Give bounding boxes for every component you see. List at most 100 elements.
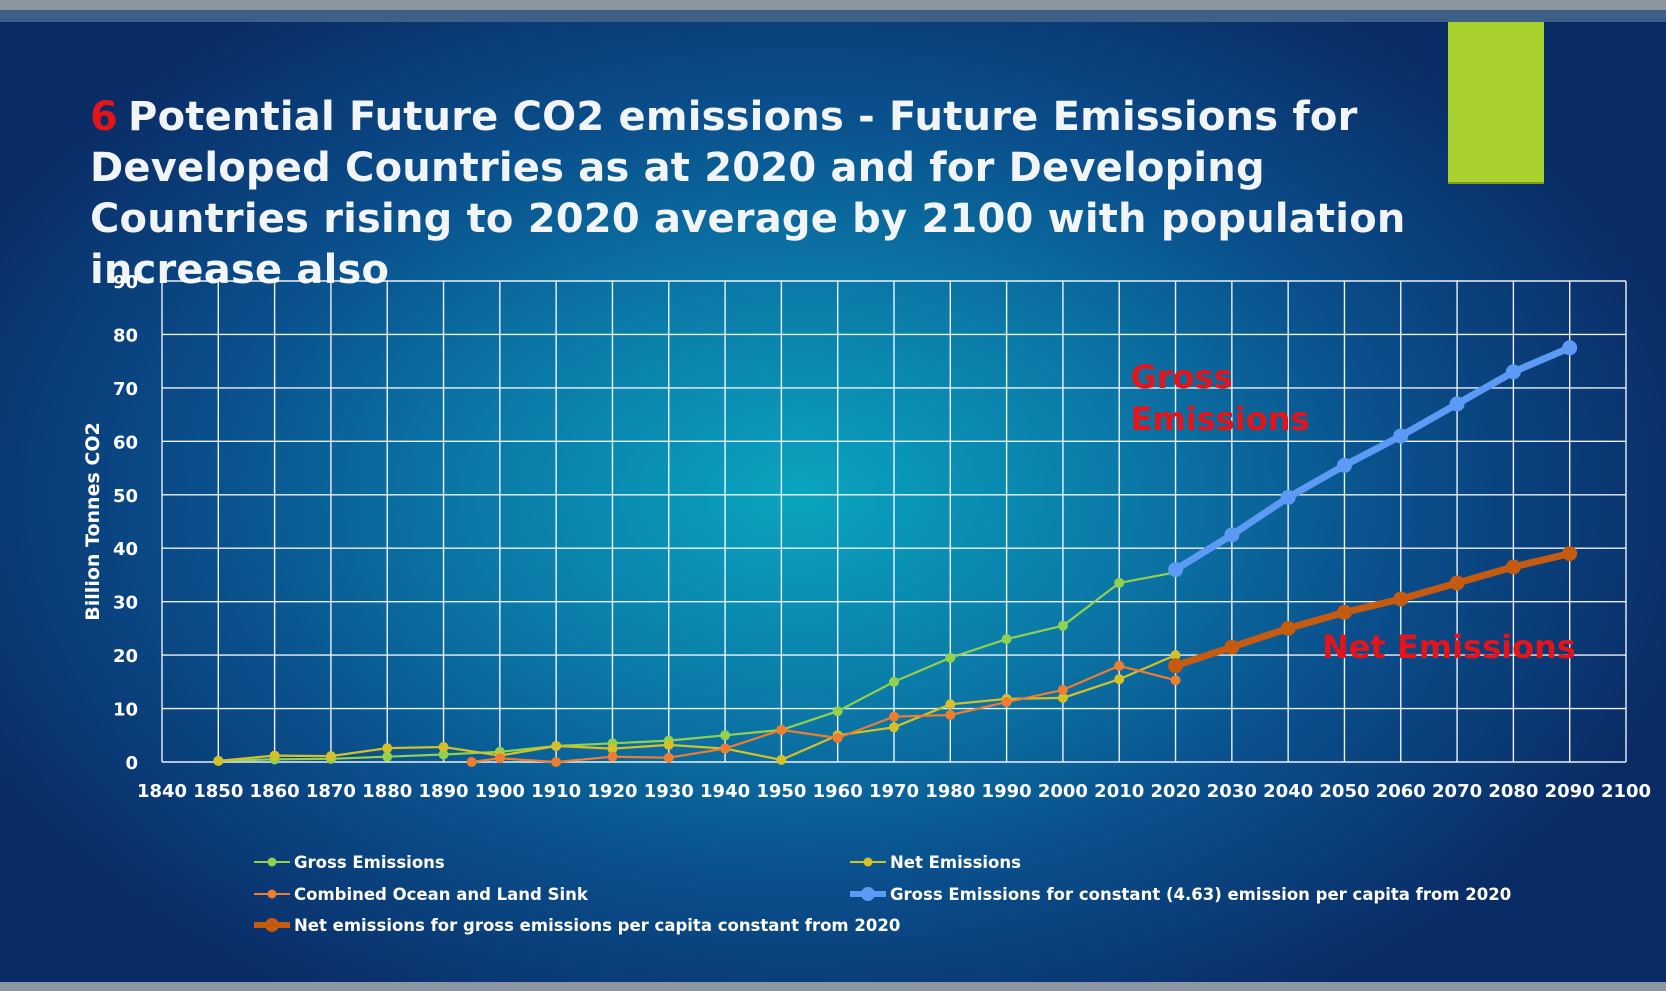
x-tick-label: 1880 (362, 781, 412, 802)
data-point (1001, 697, 1012, 708)
data-point (1057, 620, 1068, 631)
data-point (269, 750, 280, 761)
data-point (945, 652, 956, 663)
slide-title-text: Potential Future CO2 emissions - Future … (90, 94, 1406, 293)
data-point (1224, 527, 1240, 543)
data-point (438, 742, 449, 753)
data-point (1057, 684, 1068, 695)
data-point (720, 730, 731, 741)
data-point (1505, 364, 1521, 380)
x-tick-label: 1940 (700, 781, 750, 802)
data-point (1168, 658, 1184, 674)
data-point (382, 743, 393, 754)
data-point (776, 754, 787, 765)
data-point (1393, 591, 1409, 607)
legend-label: Combined Ocean and Land Sink (294, 885, 589, 904)
x-tick-label: 2100 (1601, 781, 1651, 802)
data-point (832, 706, 843, 717)
chart-axis-labels: 1840 1850 1860 1870 1880 1890 1900 1910 1920 1930… (82, 272, 1651, 802)
x-tick-label: 2070 (1432, 781, 1482, 802)
data-point (832, 732, 843, 743)
y-axis-title: Billion Tonnes CO2 (82, 422, 104, 620)
data-point (889, 722, 899, 733)
legend-swatch-marker (861, 887, 875, 901)
x-tick-label: 2080 (1488, 781, 1538, 802)
x-tick-label: 2060 (1376, 781, 1426, 802)
x-tick-label: 1860 (250, 781, 300, 802)
data-point (945, 699, 956, 710)
data-point (1168, 562, 1184, 578)
legend-swatch-marker (863, 857, 873, 867)
data-point (1114, 660, 1125, 671)
series-line (470, 664, 1177, 764)
data-point (1001, 634, 1012, 645)
legend-swatch-marker (267, 889, 277, 899)
data-point (1224, 639, 1240, 655)
top-border-bar (0, 0, 1666, 10)
x-tick-label: 1920 (587, 781, 637, 802)
data-point (607, 743, 618, 754)
data-point (1280, 489, 1296, 505)
data-point (1057, 692, 1068, 703)
accent-block (1448, 22, 1544, 184)
data-point (1170, 675, 1181, 686)
x-tick-label: 2020 (1150, 781, 1200, 802)
x-tick-label: 1900 (475, 781, 525, 802)
x-tick-label: 2010 (1094, 781, 1144, 802)
series-line (217, 653, 1177, 763)
data-point (945, 709, 956, 720)
legend-label: Gross Emissions for constant (4.63) emis… (890, 885, 1511, 904)
y-tick-label: 20 (113, 646, 138, 667)
data-point (607, 751, 618, 762)
series-line (1172, 344, 1574, 574)
y-tick-label: 70 (113, 379, 138, 400)
legend-label: Net emissions for gross emissions per ca… (294, 916, 900, 935)
data-point (1562, 340, 1578, 356)
x-tick-label: 1950 (756, 781, 806, 802)
chart-gridlines (161, 280, 1627, 763)
chart-annotation: Emissions (1130, 400, 1309, 438)
x-tick-label: 1960 (813, 781, 863, 802)
x-tick-label: 2000 (1038, 781, 1088, 802)
data-point (325, 751, 336, 762)
data-point (1280, 620, 1296, 636)
bottom-border-bar (0, 982, 1666, 991)
data-point (1336, 604, 1352, 620)
data-point (382, 751, 393, 762)
data-point (1562, 546, 1578, 562)
x-tick-label: 2040 (1263, 781, 1313, 802)
legend-swatch-marker (267, 857, 277, 867)
legend-swatch-marker (265, 918, 279, 932)
series-line (1172, 550, 1574, 670)
data-point (551, 757, 562, 767)
data-point (213, 755, 224, 766)
data-point (1505, 559, 1521, 575)
x-tick-label: 1930 (644, 781, 694, 802)
x-tick-label: 1870 (306, 781, 356, 802)
data-point (1114, 577, 1125, 588)
x-tick-label: 2030 (1207, 781, 1257, 802)
x-tick-label: 1850 (193, 781, 243, 802)
data-point (551, 740, 562, 751)
chart-annotations: Gross Emissions Net Emissions (1130, 358, 1575, 666)
data-point (1114, 674, 1125, 685)
data-point (466, 757, 477, 767)
x-tick-label: 2090 (1545, 781, 1595, 802)
data-point (889, 676, 899, 687)
data-point (438, 749, 449, 760)
series-line (217, 571, 1177, 763)
data-point (1170, 650, 1181, 661)
data-point (494, 753, 505, 764)
y-tick-label: 10 (113, 700, 138, 721)
x-tick-label: 1970 (869, 781, 919, 802)
slide-title: 6 Potential Future CO2 emissions - Future… (90, 92, 1410, 296)
data-point (1336, 457, 1352, 473)
x-tick-label: 1990 (982, 781, 1032, 802)
chart-annotation: Net Emissions (1322, 628, 1576, 666)
y-tick-label: 30 (113, 593, 138, 614)
data-point (889, 711, 899, 722)
top-banner-strip (0, 10, 1666, 22)
y-tick-label: 40 (113, 539, 138, 560)
y-tick-label: 60 (113, 432, 138, 453)
